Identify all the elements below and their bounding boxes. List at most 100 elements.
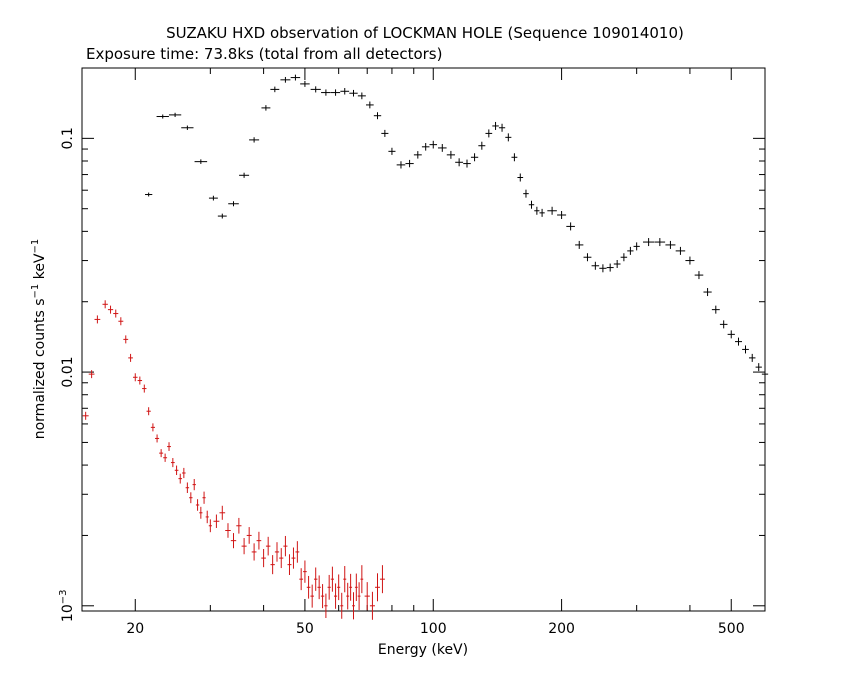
data-point [295,541,300,563]
data-point [557,210,567,219]
data-point [470,153,479,162]
data-point [566,222,575,231]
data-point [498,123,506,132]
data-point [128,353,133,362]
data-point [189,492,193,504]
data-point [280,76,291,83]
data-point [300,80,310,87]
data-point [539,208,545,217]
data-point [182,467,186,479]
data-point [330,566,334,592]
data-point [239,172,250,178]
data-point [246,527,252,544]
data-point [343,566,347,593]
y-tick-label: 0.1 [60,127,76,149]
data-point [492,121,499,130]
y-axis-label-sup1: −1 [30,284,41,299]
data-point [150,423,155,432]
data-point [357,92,366,100]
data-point [113,309,119,318]
data-point [327,574,331,600]
data-point [291,547,296,569]
data-point [270,86,280,93]
x-tick-label: 100 [420,621,447,637]
data-point [694,271,704,280]
data-point [364,582,370,611]
data-point [142,384,147,393]
data-point [283,535,288,557]
plot-frame [81,67,766,612]
data-point [340,88,350,95]
data-point [547,206,557,215]
data-point [241,538,247,555]
data-point [357,582,361,610]
data-point [429,140,438,149]
data-point [755,363,762,372]
data-point [703,288,712,297]
data-point [155,434,160,443]
data-point [421,143,430,151]
data-point [192,478,196,491]
x-tick-label: 50 [296,621,314,637]
data-point [388,147,396,155]
data-point [321,89,331,96]
data-point [511,153,518,162]
data-point [303,560,307,583]
data-series [82,74,769,620]
chart-subtitle: Exposure time: 73.8ks (total from all de… [86,45,442,63]
data-point [375,573,380,602]
data-point [178,473,183,484]
data-point [735,337,742,346]
data-point [478,141,486,150]
data-point [606,263,614,272]
data-point [369,591,375,620]
data-point [88,370,95,379]
data-point [591,261,600,270]
data-point [287,554,292,576]
data-point [324,593,328,618]
data-point [261,549,266,568]
data-point [213,514,220,528]
data-point [265,536,271,556]
data-point [123,335,129,344]
data-point [334,583,338,609]
data-point [330,89,341,96]
data-point [313,567,318,591]
data-point [145,192,153,197]
data-point [163,453,168,462]
data-point [366,101,374,109]
data-point [82,411,89,420]
data-point [340,592,344,619]
data-point [675,246,686,255]
data-point [118,317,124,326]
data-point [195,499,200,511]
data-point [349,89,358,97]
data-point [194,159,208,164]
data-point [599,264,607,273]
data-point [174,465,179,476]
data-point [517,173,524,182]
y-axis-label-sup2: −1 [30,239,41,254]
data-point [413,151,422,159]
data-point [523,189,529,198]
data-point [274,542,280,562]
data-point [613,260,621,269]
data-point [446,150,456,159]
data-point [643,238,655,247]
y-axis-label: normalized counts s−1 keV−1 [30,239,48,440]
data-point [249,137,260,143]
data-point [685,256,695,265]
data-point [225,523,231,538]
data-point [373,112,382,120]
y-tick-label: 0.01 [60,356,76,387]
data-point [306,575,311,599]
data-point [437,144,447,152]
chart-title: SUZAKU HXD observation of LOCKMAN HOLE (… [166,24,684,42]
data-point [505,133,512,142]
data-point [168,112,182,118]
axis-ticks [82,67,766,611]
x-tick-labels: 20 50 100 200 500 [126,621,744,637]
data-point [94,315,101,324]
data-point [620,253,628,262]
y-tick-label: 10−3 [58,590,76,623]
